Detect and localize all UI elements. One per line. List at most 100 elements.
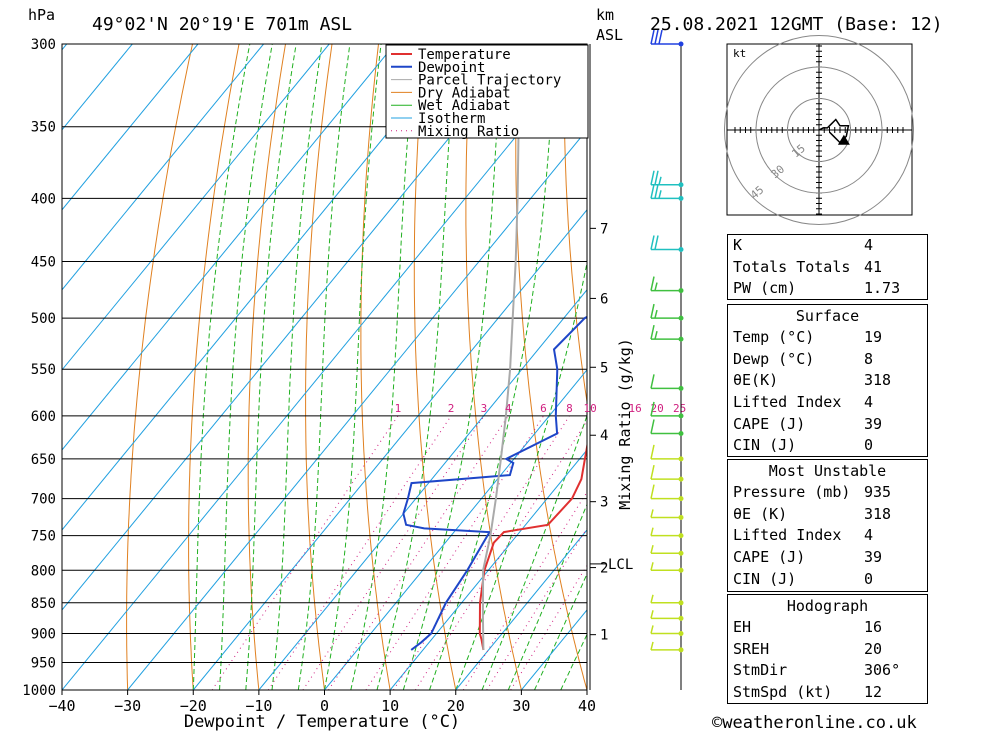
surface-cape-value: 39 <box>864 414 883 433</box>
wind-barb-dot <box>678 533 684 539</box>
temperature-tick-label: −20 <box>180 697 207 715</box>
mixing-ratio-line <box>393 415 570 690</box>
wind-barb <box>650 594 684 606</box>
mixing-ratio-label: 16 <box>628 402 641 415</box>
isotherm-line <box>0 44 1 690</box>
km-tick-label: 3 <box>600 495 608 511</box>
surface-temp-value: 19 <box>864 328 883 346</box>
hodograph-stats-panel: Hodograph EH 16 SREH 20 StmDir 306° StmSpd … <box>727 594 928 704</box>
wind-barb-dot <box>678 630 684 636</box>
wind-barb-flag <box>654 170 659 185</box>
wind-barb-dot <box>678 315 684 321</box>
wind-barb-dot <box>678 647 684 653</box>
isotherm-line <box>127 128 587 690</box>
mixing-ratio-line <box>365 415 544 690</box>
pressure-tick-label: 400 <box>31 191 56 207</box>
wind-barb-flag <box>650 324 655 340</box>
km-tick-label: 7 <box>600 221 608 237</box>
dry-adiabat-line <box>563 44 587 406</box>
wind-barb-dot <box>678 514 684 520</box>
isotherm-line <box>62 44 133 131</box>
wind-barb-flag <box>654 184 659 199</box>
wind-barb-flag <box>650 276 655 291</box>
wind-barb-flag <box>650 545 654 554</box>
wind-barb-dot <box>678 496 684 502</box>
surface-li-row: Lifted Index 4 <box>728 392 927 414</box>
legend-entry: Parcel Trajectory <box>418 73 561 89</box>
surface-temp-row: Temp (°C) 19 <box>728 327 927 349</box>
stmspd-value: 12 <box>864 683 883 702</box>
wind-barb <box>650 641 684 653</box>
eh-value: 16 <box>864 618 883 636</box>
mu-theta-value: 318 <box>864 504 892 523</box>
wind-barb-flag <box>650 509 654 518</box>
wind-barb-flag <box>650 527 654 536</box>
mixing-ratio-line <box>328 415 509 690</box>
hpa-axis-label: hPa <box>28 6 55 24</box>
pressure-tick-label: 300 <box>31 37 56 53</box>
x-axis-label: Dewpoint / Temperature (°C) <box>184 712 460 732</box>
temperature-tick-label: 10 <box>381 697 399 715</box>
pressure-tick-label: 750 <box>31 529 56 545</box>
wind-barb-dot <box>678 615 684 621</box>
wind-barb-dot <box>678 385 684 391</box>
surface-panel: Surface Temp (°C) 19 Dewp (°C) 8 θE(K) 318 … <box>727 304 928 457</box>
legend-box <box>385 44 589 139</box>
wind-barb <box>650 484 684 502</box>
hodograph-stats-title: Hodograph <box>786 597 869 615</box>
pressure-tick-label: 1000 <box>22 683 56 699</box>
mu-li-row: Lifted Index 4 <box>728 525 927 547</box>
wind-barb <box>650 625 684 636</box>
surface-dewp-row: Dewp (°C) 8 <box>728 349 927 371</box>
mu-pressure-value: 935 <box>864 483 892 501</box>
legend-entry: Temperature <box>418 47 511 63</box>
legend-entry: Mixing Ratio <box>418 124 519 140</box>
pressure-tick-label: 600 <box>31 409 56 425</box>
wind-barb-flag <box>650 594 654 603</box>
wind-barb-flag <box>650 464 655 480</box>
wind-barb <box>650 29 684 47</box>
dry-adiabat-line <box>360 44 391 690</box>
dry-adiabat-line <box>465 44 522 690</box>
isotherm-line <box>258 289 587 690</box>
isotherm-line <box>324 369 587 690</box>
wind-barb <box>650 324 684 342</box>
dry-adiabat-line <box>247 44 286 690</box>
isotherm-line <box>62 48 587 690</box>
wind-barb <box>650 401 684 419</box>
wind-barb-dot <box>678 195 684 201</box>
surface-cape-row: CAPE (J) 39 <box>728 414 927 436</box>
pressure-tick-label: 850 <box>31 596 56 612</box>
wind-barb <box>650 444 684 462</box>
most-unstable-panel: Most Unstable Pressure (mb) 935 θE (K) 318… <box>727 459 928 592</box>
wind-barb-flag <box>650 610 654 619</box>
temperature-tick-labels: −40 −30 −20 −10 0 10 20 30 40 <box>48 690 596 715</box>
legend-entry: Wet Adiabat <box>418 98 511 114</box>
wind-barb-flag <box>658 176 662 185</box>
legend-entry: Dewpoint <box>418 60 485 76</box>
wind-barb-flag <box>654 235 659 250</box>
wind-barb-dot <box>678 336 684 342</box>
km-tick-label: 6 <box>600 291 608 307</box>
dry-adiabat-line <box>937 44 1000 690</box>
km-axis: 1 2 3 4 5 6 7 LCL <box>589 44 633 690</box>
temperature-line <box>478 441 587 651</box>
isotherm-line <box>62 44 461 531</box>
isotherm-line <box>62 44 396 451</box>
stmdir-value: 306° <box>864 661 901 680</box>
wind-barb-flag <box>650 29 655 45</box>
mu-theta-row: θE (K) 318 <box>728 504 927 526</box>
sreh-value: 20 <box>864 639 883 658</box>
most-unstable-title: Most Unstable <box>768 462 887 480</box>
temperature-tick-label: 0 <box>320 697 329 715</box>
parcel-trajectory-line <box>481 44 524 650</box>
wind-barb-flag <box>658 190 662 199</box>
wind-barb <box>650 464 684 482</box>
wet-adiabat-line <box>324 44 382 690</box>
wind-barb-dot <box>678 476 684 482</box>
pressure-tick-label: 500 <box>31 311 56 327</box>
